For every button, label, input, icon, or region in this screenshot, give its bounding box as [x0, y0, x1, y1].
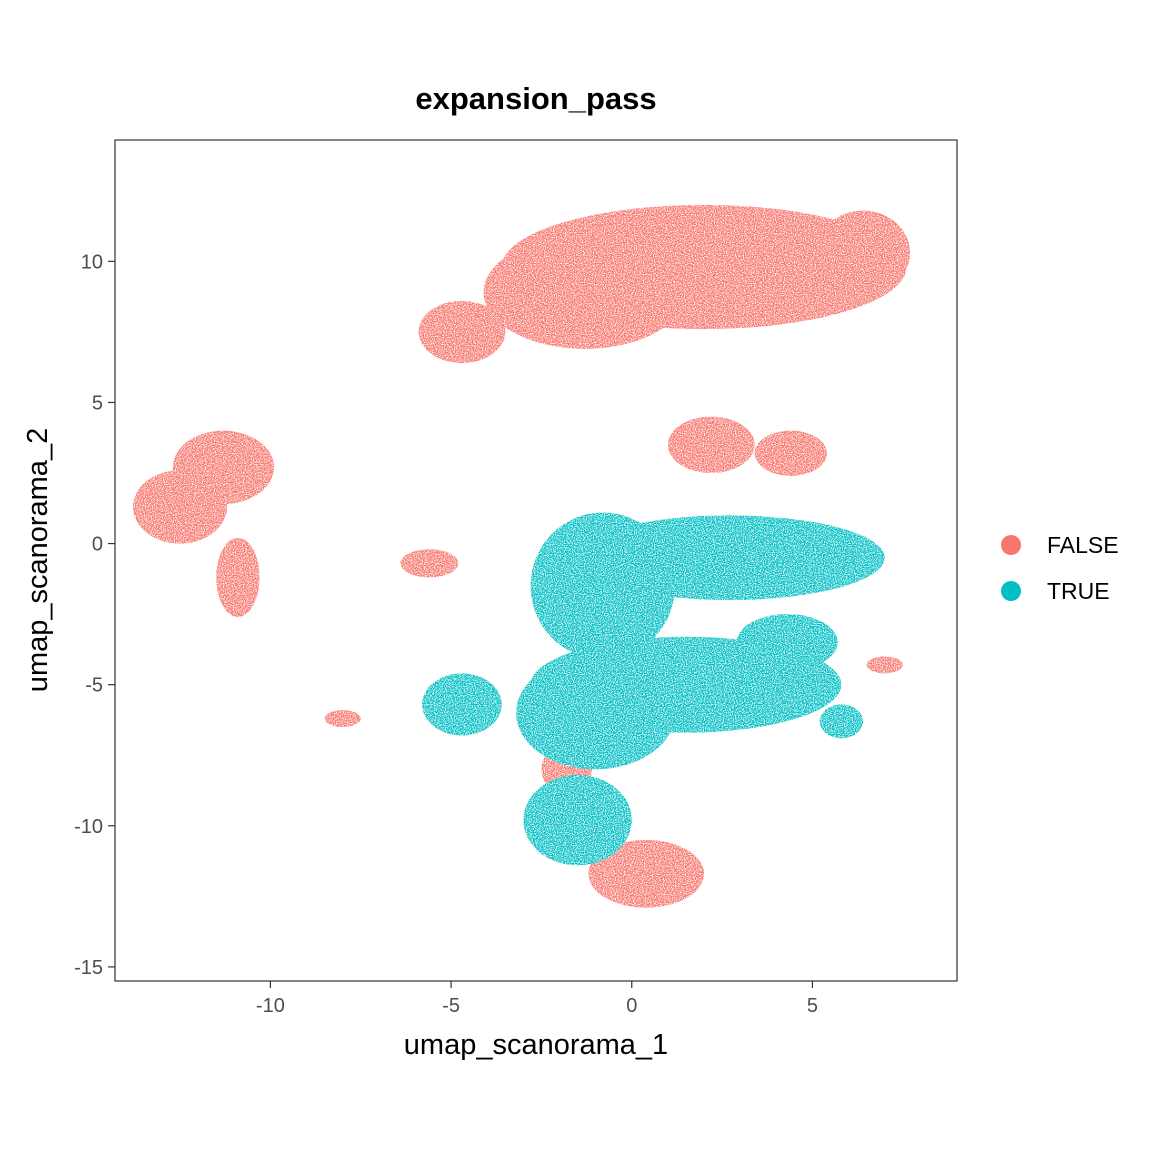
y-axis-title: umap_scanorama_2	[22, 428, 54, 692]
cluster-false-9	[400, 549, 459, 578]
x-axis: -10 -5 0 5	[256, 981, 818, 1017]
y-tick-label: 0	[92, 534, 103, 556]
y-axis: 10 5 0 -5 -10 -15	[74, 251, 115, 979]
x-tick-label: 0	[626, 995, 637, 1017]
cluster-true-5	[523, 774, 632, 866]
panel-border	[114, 139, 958, 982]
y-tick-label: 5	[92, 392, 103, 414]
x-tick-label: -5	[442, 995, 460, 1017]
cluster-false-3	[418, 300, 506, 363]
cluster-true-3	[516, 656, 676, 770]
series-true-points	[422, 512, 885, 866]
y-tick-label: -10	[74, 816, 103, 838]
y-tick-label: 10	[81, 251, 103, 273]
y-tick-label: -5	[85, 675, 103, 697]
legend-key-true	[1001, 581, 1021, 601]
series-false-points	[133, 204, 911, 908]
cluster-true-7	[819, 704, 864, 739]
cluster-false-1	[483, 235, 686, 349]
cluster-true-4	[422, 673, 502, 736]
cluster-true-1	[530, 512, 676, 660]
x-tick-label: -10	[256, 995, 285, 1017]
legend-key-false	[1001, 535, 1021, 555]
chart-title: expansion_pass	[415, 81, 656, 116]
cluster-false-11	[588, 839, 705, 908]
legend-label-true: TRUE	[1047, 578, 1110, 604]
legend-label-false: FALSE	[1047, 532, 1119, 558]
cluster-false-2	[816, 210, 911, 296]
cluster-false-13	[866, 656, 903, 674]
cluster-false-7	[667, 416, 755, 474]
cluster-true-6	[736, 614, 838, 671]
cluster-false-5	[172, 430, 275, 505]
cluster-false-6	[216, 537, 260, 617]
x-axis-title: umap_scanorama_1	[404, 1029, 668, 1061]
y-tick-label: -15	[74, 957, 103, 979]
scatter-points	[133, 204, 911, 908]
cluster-false-10	[324, 710, 361, 728]
cluster-false-8	[754, 430, 827, 476]
legend: FALSE TRUE	[1001, 532, 1119, 604]
x-tick-label: 5	[807, 995, 818, 1017]
